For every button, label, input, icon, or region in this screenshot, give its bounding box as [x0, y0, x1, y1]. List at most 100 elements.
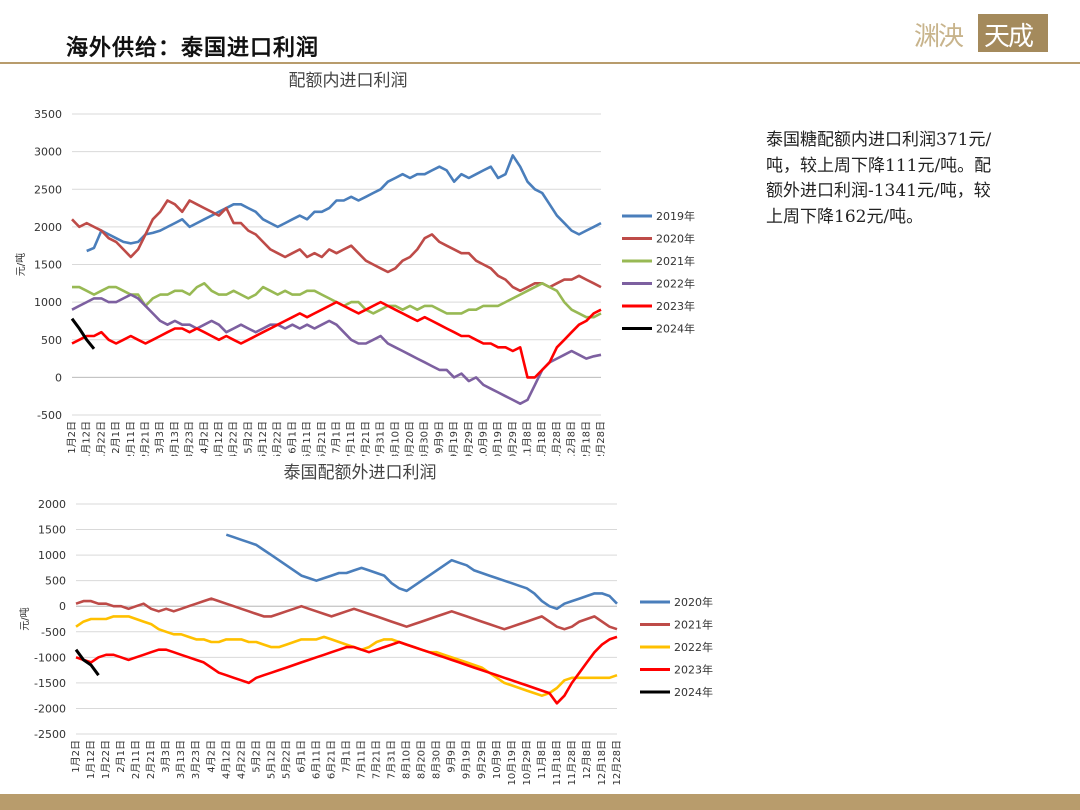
legend-label: 2020年 — [656, 232, 695, 246]
x-tick-label: 12月8日 — [566, 421, 578, 456]
x-tick-label: 5月2日 — [242, 421, 254, 454]
y-tick-label: 1000 — [38, 549, 66, 562]
legend-label: 2022年 — [656, 277, 695, 291]
legend-label: 2021年 — [656, 254, 695, 268]
y-tick-label: 500 — [41, 334, 62, 347]
x-tick-label: 1月2日 — [66, 421, 78, 454]
y-tick-label: 3500 — [34, 108, 62, 121]
x-tick-label: 5月12日 — [257, 421, 269, 456]
x-tick-label: 9月9日 — [433, 421, 445, 454]
y-tick-label: -1000 — [34, 651, 66, 664]
series-line-2022年 — [75, 615, 618, 697]
series-line-2023年 — [71, 300, 602, 379]
x-tick-label: 12月28日 — [595, 421, 607, 456]
x-tick-label: 12月28日 — [611, 740, 623, 785]
x-tick-label: 9月19日 — [448, 421, 460, 456]
series-line-2019年 — [86, 154, 602, 253]
y-axis-label: 元/吨 — [14, 253, 27, 276]
x-tick-label: 12月8日 — [581, 740, 593, 779]
series-line-2020年 — [225, 533, 618, 611]
x-tick-label: 6月1日 — [286, 421, 298, 454]
chart-quota-out-profit: 泰国配额外进口利润 -2500 -2000 -1500 -1000 -500 0 500 100… — [18, 463, 713, 785]
x-tick-label: 4月12日 — [220, 740, 232, 779]
x-tick-label: 5月12日 — [265, 740, 277, 779]
x-tick-label: 6月21日 — [325, 740, 337, 779]
x-tick-label: 7月11日 — [356, 740, 368, 779]
x-tick-label: 3月13日 — [169, 421, 181, 456]
y-tick-label: 2000 — [34, 221, 62, 234]
x-tick-label: 9月19日 — [461, 740, 473, 779]
legend-label: 2019年 — [656, 209, 695, 223]
y-tick-label: -500 — [37, 409, 62, 422]
brand-logo: 渊泱 天成 — [914, 12, 1050, 56]
x-tick-label: 10月9日 — [477, 421, 489, 456]
x-tick-label: 2月1日 — [115, 740, 127, 773]
legend-label: 2022年 — [674, 640, 713, 654]
x-tick-label: 10月9日 — [491, 740, 503, 779]
series-line-2020年 — [71, 199, 602, 293]
series-line-2023年 — [75, 635, 618, 705]
x-tick-label: 11月18日 — [536, 421, 548, 456]
y-tick-label: -2500 — [34, 728, 66, 741]
x-tick-label: 8月20日 — [404, 421, 416, 456]
series-line-2021年 — [75, 597, 618, 631]
x-tick-label: 10月29日 — [507, 421, 519, 456]
x-tick-label: 5月22日 — [272, 421, 284, 456]
y-tick-label: 1500 — [38, 524, 66, 537]
x-tick-label: 7月1日 — [331, 421, 343, 454]
y-tick-label: 1500 — [34, 259, 62, 272]
x-tick-label: 4月2日 — [198, 421, 210, 454]
x-tick-label: 3月23日 — [184, 421, 196, 456]
legend-label: 2023年 — [674, 663, 713, 677]
x-tick-label: 2月11日 — [130, 740, 142, 779]
x-tick-label: 11月8日 — [536, 740, 548, 779]
x-tick-label: 2月1日 — [110, 421, 122, 454]
x-tick-label: 8月30日 — [419, 421, 431, 456]
x-tick-label: 8月10日 — [401, 740, 413, 779]
footer-bar — [0, 794, 1080, 810]
x-tick-label: 7月21日 — [371, 740, 383, 779]
y-tick-label: -1500 — [34, 677, 66, 690]
x-tick-label: 6月1日 — [295, 740, 307, 773]
summary-text: 泰国糖配额内进口利润371元/吨，较上周下降111元/吨。配额外进口利润-134… — [766, 130, 992, 227]
page-title: 海外供给：泰国进口利润 — [66, 36, 320, 61]
x-tick-label: 11月28日 — [566, 740, 578, 785]
y-tick-label: 0 — [55, 371, 62, 384]
logo-box — [978, 14, 1048, 52]
series-line-2024年 — [74, 648, 100, 677]
x-tick-label: 7月11日 — [345, 421, 357, 456]
y-tick-label: 1000 — [34, 296, 62, 309]
x-tick-label: 2月21日 — [145, 740, 157, 779]
x-tick-label: 11月28日 — [551, 421, 563, 456]
y-tick-label: 2000 — [38, 498, 66, 511]
header-divider — [0, 62, 1080, 64]
x-tick-label: 5月2日 — [250, 740, 262, 773]
y-tick-label: -2000 — [34, 702, 66, 715]
x-tick-label: 5月22日 — [280, 740, 292, 779]
x-tick-label: 1月22日 — [95, 421, 107, 456]
legend-label: 2020年 — [674, 595, 713, 609]
x-tick-label: 1月2日 — [70, 740, 82, 773]
x-tick-label: 12月18日 — [596, 740, 608, 785]
x-tick-label: 8月30日 — [431, 740, 443, 779]
logo-text-right: 天成 — [984, 22, 1034, 52]
y-axis-label: 元/吨 — [18, 607, 31, 630]
x-tick-label: 7月1日 — [341, 740, 353, 773]
x-tick-label: 6月11日 — [310, 740, 322, 779]
series-line-2022年 — [71, 293, 602, 405]
x-tick-label: 9月29日 — [476, 740, 488, 779]
x-tick-label: 10月19日 — [492, 421, 504, 456]
x-tick-label: 2月11日 — [125, 421, 137, 456]
x-tick-label: 6月11日 — [301, 421, 313, 456]
x-tick-label: 4月22日 — [235, 740, 247, 779]
x-tick-label: 4月22日 — [228, 421, 240, 456]
logo-text-left: 渊泱 — [914, 22, 964, 52]
x-tick-label: 1月12日 — [85, 740, 97, 779]
x-tick-label: 8月10日 — [389, 421, 401, 456]
y-tick-label: -500 — [41, 626, 66, 639]
x-tick-label: 3月23日 — [190, 740, 202, 779]
x-tick-label: 8月20日 — [416, 740, 428, 779]
chart-title: 泰国配额外进口利润 — [284, 463, 437, 483]
chart-title: 配额内进口利润 — [289, 71, 408, 91]
series-line-2024年 — [70, 317, 96, 350]
